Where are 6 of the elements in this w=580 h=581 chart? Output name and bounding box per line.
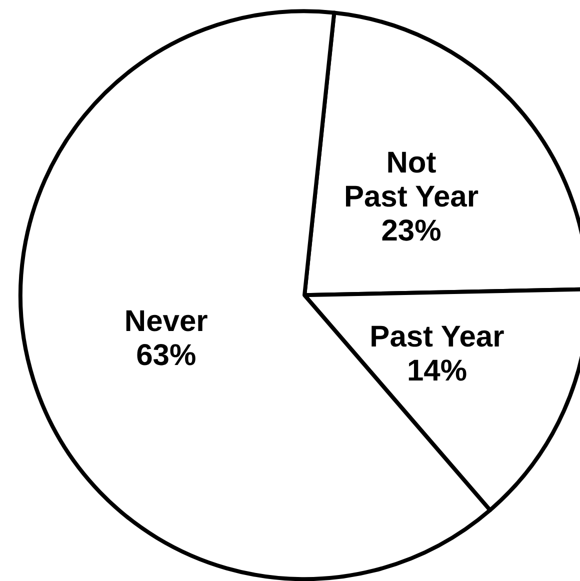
slice-label: Never (124, 305, 208, 338)
data-label: 14% (406, 354, 467, 388)
slice-label: Not Past Year (344, 146, 479, 214)
slice-label: Past Year (370, 320, 505, 354)
data-label: 23% (381, 214, 442, 248)
data-label: 63% (136, 339, 196, 372)
